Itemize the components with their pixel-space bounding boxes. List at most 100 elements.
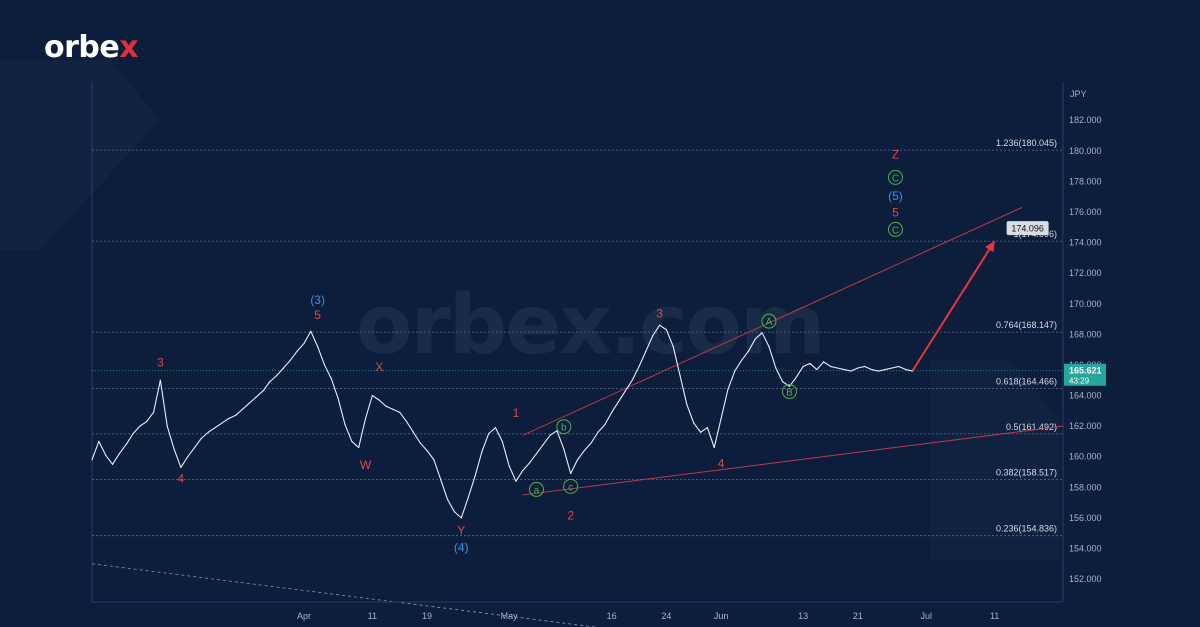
price-point — [727, 388, 729, 391]
watermark: orbex.com — [356, 278, 826, 373]
price-point — [624, 390, 626, 392]
wave-label-10: 2 — [567, 508, 574, 522]
x-tick-label-9: Jul — [920, 611, 932, 621]
price-point — [597, 431, 599, 433]
price-point — [672, 345, 674, 348]
channel-lines — [91, 206, 1064, 627]
price-point — [829, 365, 832, 368]
channel-line-0 — [522, 206, 1023, 436]
time-axis[interactable]: Apr 11 19 May 16 24 Jun 13 21 Jul 11 — [92, 601, 1063, 621]
wave-label-16: B — [786, 388, 793, 399]
price-point — [152, 411, 155, 413]
price-point — [269, 381, 271, 383]
price-axis[interactable]: JPY 152.000 154.000 156.000 158.000 160.000 16… — [1064, 89, 1106, 584]
wave-label-11: Y — [457, 524, 465, 538]
y-tick-label-4: 160.000 — [1069, 452, 1102, 462]
fib-label-3: 0.618(164.466) — [996, 376, 1057, 386]
price-point — [405, 420, 408, 423]
price-point — [180, 466, 182, 469]
price-point — [645, 350, 647, 352]
price-point — [706, 427, 709, 429]
price-point — [563, 448, 565, 450]
x-tick-label-10: 11 — [990, 611, 999, 621]
wave-circle-18 — [887, 169, 903, 185]
wave-label-12: (4) — [454, 541, 469, 555]
price-point — [166, 425, 168, 427]
price-point — [426, 449, 428, 452]
price-point — [91, 459, 93, 461]
price-point — [529, 462, 531, 464]
logo-x-letter: x — [119, 30, 139, 65]
price-point — [891, 367, 893, 369]
price-point — [234, 414, 237, 417]
y-tick-label-3: 158.000 — [1069, 482, 1102, 492]
wave-label-6: 1 — [513, 406, 520, 420]
chevron-left-shape — [0, 60, 160, 250]
wave-label-2: (3) — [310, 293, 325, 307]
y-tick-label-12: 176.000 — [1069, 207, 1102, 217]
price-point — [303, 342, 305, 345]
price-point — [276, 375, 278, 377]
wave-label-21: C — [892, 225, 899, 236]
fib-label-2: 0.764(168.147) — [996, 320, 1057, 330]
price-point — [850, 370, 852, 372]
price-point — [576, 459, 579, 461]
wave-label-7: b — [561, 423, 567, 434]
price-point — [864, 365, 866, 368]
wave-label-13: 3 — [656, 307, 663, 321]
price-point — [460, 517, 462, 519]
current-price-value: 165.621 — [1069, 366, 1102, 376]
y-tick-label-15: 182.000 — [1069, 115, 1102, 125]
price-point — [193, 446, 196, 449]
y-tick-label-5: 162.000 — [1069, 421, 1102, 431]
price-point — [111, 463, 114, 465]
price-point — [344, 423, 346, 426]
price-point — [248, 402, 250, 404]
price-point — [494, 427, 497, 429]
price-point — [816, 368, 818, 371]
price-point — [843, 368, 845, 371]
price-point — [542, 443, 544, 446]
price-point — [241, 408, 244, 410]
fib-label-4: 0.5(161.492) — [1006, 422, 1057, 432]
price-point — [228, 417, 230, 420]
price-point — [364, 417, 367, 420]
price-point — [330, 378, 332, 380]
x-tick-label-7: 13 — [798, 611, 808, 621]
price-point — [221, 422, 223, 424]
price-point — [836, 367, 838, 369]
price-point — [474, 475, 476, 478]
price-point — [358, 446, 360, 449]
price-point — [187, 456, 189, 458]
price-point — [658, 324, 661, 326]
price-point — [214, 427, 216, 429]
target-callout-label: 174.096 — [1011, 224, 1044, 234]
fib-level-lines: 1.236(180.045)1(174.096)0.764(168.147)0.… — [91, 82, 1064, 602]
wave-label-4: X — [375, 360, 383, 374]
y-tick-label-13: 178.000 — [1069, 176, 1102, 186]
channel-line-2 — [91, 563, 598, 627]
price-point — [775, 367, 777, 369]
price-point — [590, 442, 592, 444]
price-point — [453, 511, 456, 513]
price-point — [371, 394, 373, 397]
wave-label-8: a — [534, 485, 540, 496]
price-point — [782, 381, 784, 383]
price-point — [412, 431, 414, 433]
price-point — [693, 422, 695, 424]
price-point — [146, 420, 148, 423]
y-tick-label-0: 152.000 — [1069, 574, 1102, 584]
price-point — [296, 350, 298, 352]
price-point — [898, 365, 900, 368]
wave-circle-8 — [528, 481, 544, 497]
price-point — [351, 440, 353, 443]
wave-circle-16 — [781, 384, 797, 400]
price-point — [870, 368, 873, 371]
price-point — [323, 364, 326, 366]
price-point — [98, 440, 100, 443]
price-point — [481, 451, 483, 453]
wave-label-19: (5) — [888, 189, 903, 203]
price-point — [713, 446, 715, 449]
price-point — [631, 379, 633, 381]
